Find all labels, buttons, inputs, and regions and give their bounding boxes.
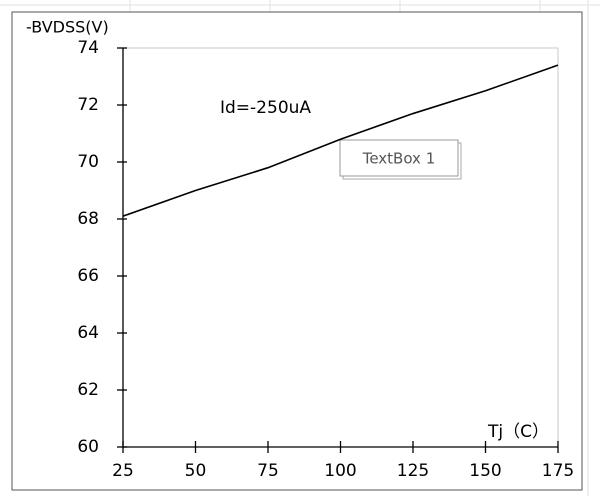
y-tick-label: 62 [77, 380, 99, 400]
y-tick-label: 68 [77, 209, 99, 229]
x-tick-label: 75 [257, 461, 279, 481]
x-tick-label: 150 [469, 461, 501, 481]
x-axis-label: Tj（C） [487, 422, 549, 442]
y-axis-label: -BVDSS(V) [26, 18, 109, 37]
line-series [122, 64, 559, 217]
x-tick-label: 125 [397, 461, 429, 481]
y-tick-label: 70 [77, 152, 99, 172]
chart-frame [11, 11, 583, 491]
x-tick-label: 175 [542, 461, 574, 481]
textbox-label: TextBox 1 [362, 150, 436, 168]
y-tick-label: 64 [77, 323, 99, 343]
x-tick-label: 100 [324, 461, 356, 481]
y-tick-label: 60 [77, 437, 99, 457]
y-tick-label: 72 [77, 95, 99, 115]
x-tick-label: 25 [112, 461, 134, 481]
textbox-face[interactable] [339, 139, 459, 177]
x-tick-label: 50 [185, 461, 207, 481]
y-tick-label: 66 [77, 266, 99, 286]
y-tick-label: 74 [77, 38, 99, 58]
annotation: Id=-250uA [220, 98, 311, 118]
